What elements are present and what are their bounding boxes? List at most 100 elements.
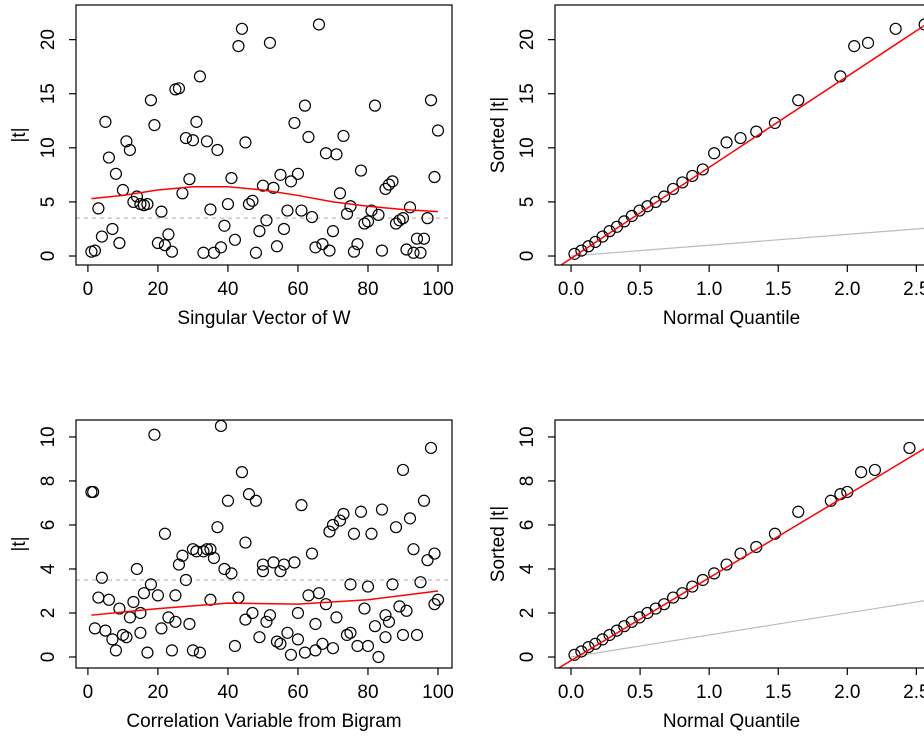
point xyxy=(319,147,333,160)
point xyxy=(116,183,130,197)
point xyxy=(176,549,189,562)
point xyxy=(344,626,357,639)
point xyxy=(95,230,109,243)
y-tick-label: 8 xyxy=(38,476,59,487)
point xyxy=(92,591,105,604)
point xyxy=(102,151,116,164)
x-tick-label: 1.5 xyxy=(765,279,791,300)
point xyxy=(298,99,312,112)
point xyxy=(102,593,116,606)
y-tick-label: 6 xyxy=(517,520,538,531)
point xyxy=(428,547,441,560)
x-tick-label: 20 xyxy=(147,279,168,300)
point xyxy=(120,135,133,148)
x-tick-label: 20 xyxy=(147,682,168,703)
y-tick-label: 2 xyxy=(38,608,59,619)
plot-box xyxy=(554,4,924,266)
x-tick-label: 60 xyxy=(287,279,308,300)
point xyxy=(323,525,336,538)
x-tick-label: 40 xyxy=(217,682,238,703)
reference-line xyxy=(570,600,924,658)
point xyxy=(88,622,102,635)
x-axis-label: Correlation Variable from Bigram xyxy=(126,711,401,732)
point xyxy=(109,644,123,657)
point xyxy=(792,94,805,107)
plot-area xyxy=(76,18,452,259)
x-tick-label: 80 xyxy=(357,279,378,300)
point xyxy=(389,521,403,534)
point xyxy=(379,609,392,622)
point xyxy=(214,241,228,254)
point xyxy=(253,631,266,644)
point xyxy=(603,225,616,238)
point xyxy=(596,633,609,646)
point xyxy=(242,197,256,211)
point xyxy=(134,626,147,639)
x-axis-label: Normal Quantile xyxy=(663,711,800,732)
point xyxy=(326,225,340,238)
point xyxy=(221,494,235,507)
point xyxy=(141,197,154,211)
point xyxy=(421,554,434,567)
point xyxy=(158,239,172,252)
point xyxy=(204,593,217,606)
point xyxy=(361,215,375,228)
point xyxy=(358,217,371,230)
point xyxy=(330,611,343,624)
point xyxy=(270,240,284,253)
point xyxy=(288,556,301,569)
point xyxy=(291,606,305,620)
point xyxy=(288,116,301,130)
point xyxy=(172,82,186,95)
y-tick-label: 0 xyxy=(38,251,59,262)
point xyxy=(218,562,231,576)
point xyxy=(239,136,252,149)
point xyxy=(568,247,581,260)
panel: 0 20 40 60 80 100 0 5 10 15 20 Singular Vector of W… xyxy=(9,4,454,329)
point xyxy=(165,245,179,258)
point xyxy=(256,565,270,578)
point xyxy=(281,626,294,639)
point xyxy=(228,233,242,246)
point xyxy=(368,99,382,112)
x-tick-label: 2.5 xyxy=(903,279,924,300)
point xyxy=(403,201,417,214)
x-tick-label: 1.5 xyxy=(765,682,791,703)
point xyxy=(312,18,326,31)
point xyxy=(284,648,298,661)
point xyxy=(200,135,214,148)
point xyxy=(431,124,445,137)
fit-line xyxy=(91,186,439,213)
y-tick-label: 0 xyxy=(517,652,538,663)
point xyxy=(316,637,329,650)
point xyxy=(326,518,340,532)
point xyxy=(162,611,175,624)
point xyxy=(155,205,168,218)
x-tick-label: 80 xyxy=(357,682,378,703)
point xyxy=(400,243,413,256)
point xyxy=(130,190,144,203)
x-tick-label: 60 xyxy=(287,682,308,703)
y-axis-label: |t| xyxy=(9,536,30,551)
point xyxy=(868,463,882,477)
point xyxy=(263,609,277,622)
point xyxy=(686,580,699,593)
point xyxy=(281,204,294,217)
x-tick-label: 0.0 xyxy=(558,682,584,703)
plot-area xyxy=(76,420,452,664)
point xyxy=(232,591,245,604)
point xyxy=(151,236,165,250)
point xyxy=(319,598,333,611)
point xyxy=(396,212,410,225)
point xyxy=(214,420,228,433)
point xyxy=(386,578,399,591)
point xyxy=(333,514,347,527)
point xyxy=(365,204,378,217)
point xyxy=(270,635,284,648)
fit-line xyxy=(557,448,924,668)
point xyxy=(165,644,179,657)
x-tick-label: 0.0 xyxy=(558,279,584,300)
point xyxy=(123,143,137,157)
x-tick-label: 2.5 xyxy=(903,682,924,703)
point xyxy=(768,116,782,130)
